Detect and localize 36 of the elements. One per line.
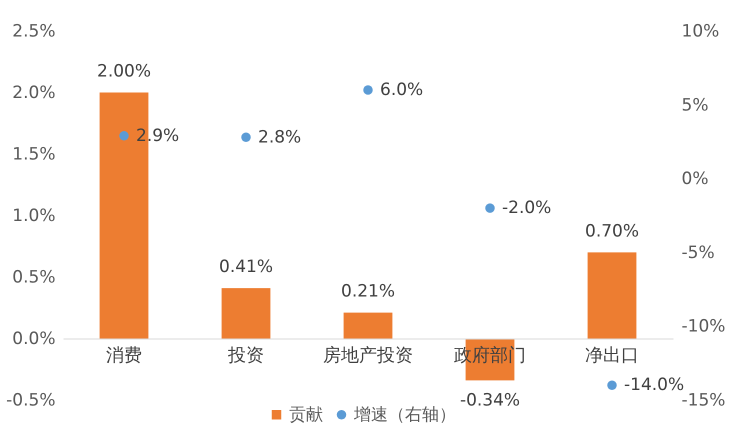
point — [363, 85, 373, 95]
y2-tick-label: -15% — [682, 390, 726, 410]
x-tick-label: 房地产投资 — [323, 345, 413, 366]
point — [119, 131, 129, 141]
y-tick-label: 1.5% — [12, 144, 56, 164]
data-label: -2.0% — [502, 198, 552, 218]
y-tick-label: 1.0% — [12, 206, 56, 226]
data-label: -14.0% — [624, 375, 684, 396]
data-label: 2.00% — [96, 62, 152, 82]
legend-label: 贡献 — [289, 404, 323, 425]
y-tick-label: 0.5% — [12, 268, 56, 288]
data-label: 0.21% — [340, 282, 396, 302]
data-label: 6.0% — [380, 80, 424, 100]
data-label: 0.41% — [218, 257, 274, 278]
y2-tick-label: 0% — [682, 169, 708, 190]
point — [607, 380, 617, 390]
x-tick-label: 投资 — [227, 345, 264, 366]
point — [241, 132, 251, 142]
point — [485, 203, 495, 213]
y2-tick-label: 5% — [682, 95, 708, 116]
bar — [222, 288, 270, 338]
bar — [588, 252, 636, 338]
x-tick-label: 净出口 — [585, 345, 639, 366]
y2-tick-label: -10% — [682, 316, 726, 337]
y-tick-label: 2.5% — [12, 22, 56, 42]
y-tick-label: 2.0% — [12, 83, 56, 103]
data-label: 0.70% — [584, 221, 640, 242]
y2-tick-label: 10% — [682, 22, 720, 42]
legend-label: 增速（右轴） — [353, 404, 456, 425]
data-label: 2.8% — [258, 127, 302, 148]
x-tick-label: 消费 — [106, 345, 142, 366]
y-tick-label: -0.5% — [6, 390, 56, 410]
y2-tick-label: -5% — [682, 242, 715, 263]
y-tick-label: 0.0% — [12, 329, 56, 349]
data-label: -0.34% — [460, 390, 520, 410]
bar — [344, 312, 392, 338]
